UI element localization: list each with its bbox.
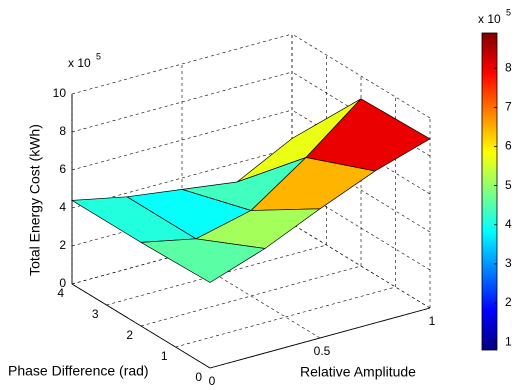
colorbar-tick-label: 4 [505, 217, 512, 231]
colorbar-scale-exponent: 5 [506, 7, 511, 17]
z-tick-label: 8 [59, 124, 66, 138]
x-tick-label: 0 [209, 374, 216, 388]
x-axis-label: Relative Amplitude [300, 364, 416, 380]
x-tick-label: 0.5 [314, 344, 331, 358]
colorbar [481, 32, 498, 351]
grid-line [71, 71, 293, 133]
y-tick-label: 4 [57, 286, 64, 300]
colorbar-scale-label: x 10 [478, 12, 501, 26]
grid-line [291, 223, 431, 309]
y-tick-label: 1 [161, 349, 168, 363]
y-tick-label: 0 [195, 370, 202, 384]
z-scale-label: x 10 [68, 56, 91, 70]
y-axis-label: Phase Difference (rad) [8, 363, 149, 379]
grid-line [71, 33, 293, 95]
grid-line [140, 265, 362, 327]
z-tick-label: 4 [59, 200, 66, 214]
y-tick-label: 2 [126, 328, 133, 342]
colorbar-tick-label: 2 [505, 295, 512, 309]
z-scale-exponent: 5 [96, 51, 101, 61]
colorbar-tick-label: 3 [505, 256, 512, 270]
colorbar-tick-label: 8 [505, 60, 512, 74]
z-tick-label: 0 [59, 276, 66, 290]
z-axis-label: Total Energy Cost (kWh) [27, 124, 43, 276]
colorbar-tick-label: 7 [505, 100, 512, 114]
z-tick-label: 6 [59, 162, 66, 176]
surface-patch [139, 238, 267, 283]
x-tick-label: 1 [429, 314, 436, 328]
y-tick-label: 3 [92, 307, 99, 321]
grid-line [175, 286, 396, 348]
grid-line [71, 109, 293, 171]
surface [70, 98, 431, 283]
z-tick-label: 2 [59, 238, 66, 252]
colorbar-tick-label: 6 [505, 139, 512, 153]
colorbar-tick-label: 1 [505, 334, 512, 348]
x-axis [209, 307, 431, 369]
colorbar-tick-label: 5 [505, 178, 512, 192]
z-tick-label: 10 [53, 86, 67, 100]
grid-line [291, 33, 431, 119]
y-axis [71, 283, 211, 369]
